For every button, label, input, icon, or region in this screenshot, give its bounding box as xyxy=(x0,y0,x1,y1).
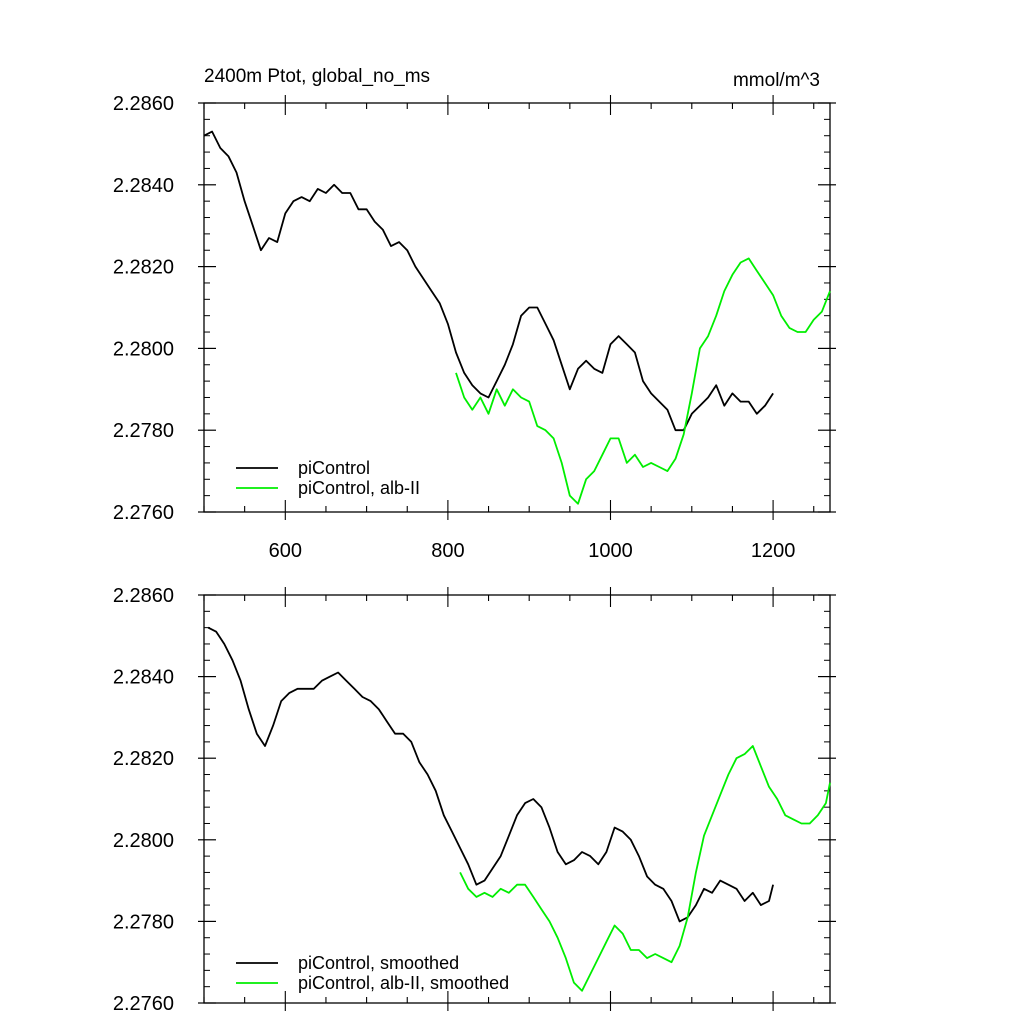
legend-label: piControl, alb-II, smoothed xyxy=(298,973,509,993)
y-tick-label: 2.2780 xyxy=(113,911,174,933)
plot-frame xyxy=(203,102,831,513)
series-line xyxy=(203,130,774,432)
y-tick-label: 2.2840 xyxy=(113,175,174,197)
y-tick-label: 2.2860 xyxy=(113,93,174,115)
x-tick-label: 1200 xyxy=(751,540,796,562)
units-label: mmol/m^3 xyxy=(733,70,820,91)
y-tick-label: 2.2820 xyxy=(113,257,174,279)
x-tick-label: 1000 xyxy=(588,540,633,562)
series-line xyxy=(207,626,774,923)
y-tick-label: 2.2840 xyxy=(113,667,174,689)
y-tick-label: 2.2800 xyxy=(113,338,174,360)
plot-frame xyxy=(203,594,831,1004)
top-panel: 2.2760 2.2780 2.2800 2.2820 2.2840 2.2860 600 8… xyxy=(113,93,836,562)
y-tick-label: 2.2780 xyxy=(113,420,174,442)
bottom-panel: 2.2760 2.2780 2.2800 2.2820 2.2840 2.2860 piCo… xyxy=(113,585,836,1015)
legend-label: piControl, alb-II xyxy=(298,478,420,498)
series-line xyxy=(459,745,831,992)
x-tick-label: 600 xyxy=(269,540,302,562)
y-tick-label: 2.2860 xyxy=(113,585,174,607)
y-tick-label: 2.2760 xyxy=(113,993,174,1015)
y-tick-label: 2.2820 xyxy=(113,748,174,770)
legend-label: piControl, smoothed xyxy=(298,953,459,973)
series-line xyxy=(455,257,831,505)
y-tick-label: 2.2760 xyxy=(113,502,174,524)
legend-label: piControl xyxy=(298,458,370,478)
chart-title: 2400m Ptot, global_no_ms xyxy=(204,66,430,87)
y-tick-label: 2.2800 xyxy=(113,830,174,852)
x-tick-label: 800 xyxy=(431,540,464,562)
